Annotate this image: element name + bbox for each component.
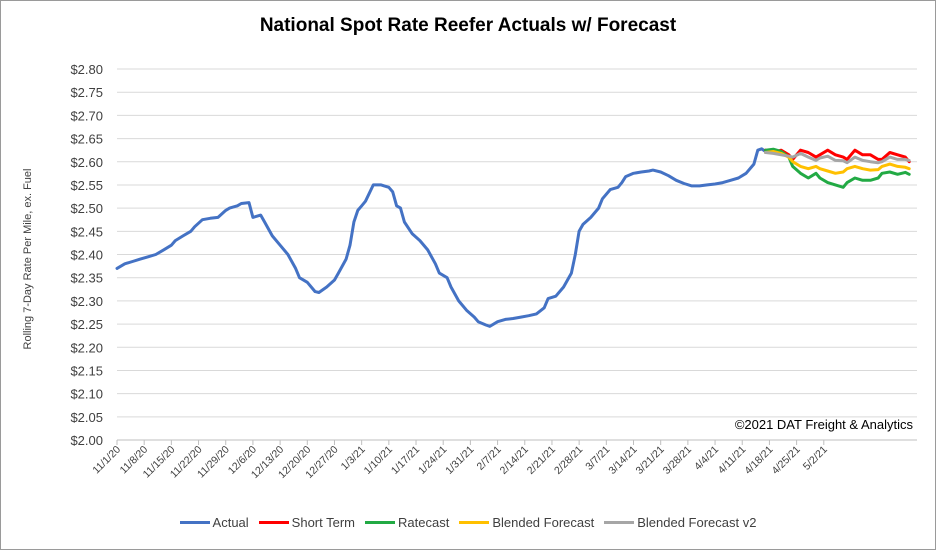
legend-item: Short Term xyxy=(258,515,356,530)
y-tick-label: $2.50 xyxy=(70,201,103,216)
y-tick-label: $2.55 xyxy=(70,178,103,193)
y-tick-label: $2.15 xyxy=(70,363,103,378)
legend-swatch xyxy=(258,521,289,524)
x-tick-label: 2/14/21 xyxy=(498,444,531,477)
legend-item: Actual xyxy=(179,515,249,530)
copyright-annotation: ©2021 DAT Freight & Analytics xyxy=(735,417,914,432)
x-tick-label: 5/2/21 xyxy=(801,444,830,473)
y-tick-label: $2.00 xyxy=(70,433,103,448)
legend-label: Ratecast xyxy=(398,515,450,530)
x-tick-label: 3/28/21 xyxy=(661,444,694,477)
y-tick-label: $2.20 xyxy=(70,340,103,355)
x-tick-label: 4/25/21 xyxy=(769,444,802,477)
x-tick-label: 3/14/21 xyxy=(606,444,639,477)
y-tick-label: $2.25 xyxy=(70,317,103,332)
legend-label: Actual xyxy=(212,515,249,530)
x-tick-label: 4/18/21 xyxy=(742,444,775,477)
series-line-ratecast xyxy=(764,147,911,189)
legend-label: Blended Forecast xyxy=(492,515,595,530)
legend-swatch xyxy=(604,521,635,524)
legend-swatch xyxy=(365,521,396,524)
y-tick-label: $2.35 xyxy=(70,271,103,286)
y-tick-label: $2.30 xyxy=(70,294,103,309)
legend-item: Blended Forecast v2 xyxy=(604,515,756,530)
x-tick-label: 11/1/20 xyxy=(90,444,123,477)
series-line-blended-forecast xyxy=(764,150,911,175)
y-tick-label: $2.10 xyxy=(70,387,103,402)
x-tick-label: 1/17/21 xyxy=(389,444,422,477)
y-tick-label: $2.05 xyxy=(70,410,103,425)
legend-swatch xyxy=(459,521,490,524)
y-tick-label: $2.60 xyxy=(70,155,103,170)
legend-label: Blended Forecast v2 xyxy=(637,515,757,530)
x-tick-label: 1/10/21 xyxy=(362,444,395,477)
legend-item: Blended Forecast xyxy=(459,515,594,530)
legend: Actual Short Term Ratecast Blended Forecast… xyxy=(1,515,935,530)
x-tick-label: 2/28/21 xyxy=(552,444,585,477)
x-tick-label: 1/24/21 xyxy=(416,444,449,477)
chart-title: National Spot Rate Reefer Actuals w/ For… xyxy=(259,15,677,36)
x-tick-label: 4/11/21 xyxy=(716,444,749,477)
series-line-blended-forecast-v2 xyxy=(764,151,911,165)
series-line-actual xyxy=(115,147,767,328)
y-tick-label: $2.65 xyxy=(70,132,103,147)
y-tick-label: $2.40 xyxy=(70,248,103,263)
x-tick-label: 1/31/21 xyxy=(443,444,476,477)
y-tick-label: $2.45 xyxy=(70,224,103,239)
y-tick-label: $2.75 xyxy=(70,85,103,100)
y-tick-label: $2.80 xyxy=(70,62,103,77)
x-tick-label: 3/21/21 xyxy=(634,444,667,477)
legend-item: Ratecast xyxy=(365,515,449,530)
legend-label: Short Term xyxy=(291,515,356,530)
x-tick-label: 2/21/21 xyxy=(525,444,558,477)
legend-swatch xyxy=(179,521,210,524)
y-tick-label: $2.70 xyxy=(70,108,103,123)
